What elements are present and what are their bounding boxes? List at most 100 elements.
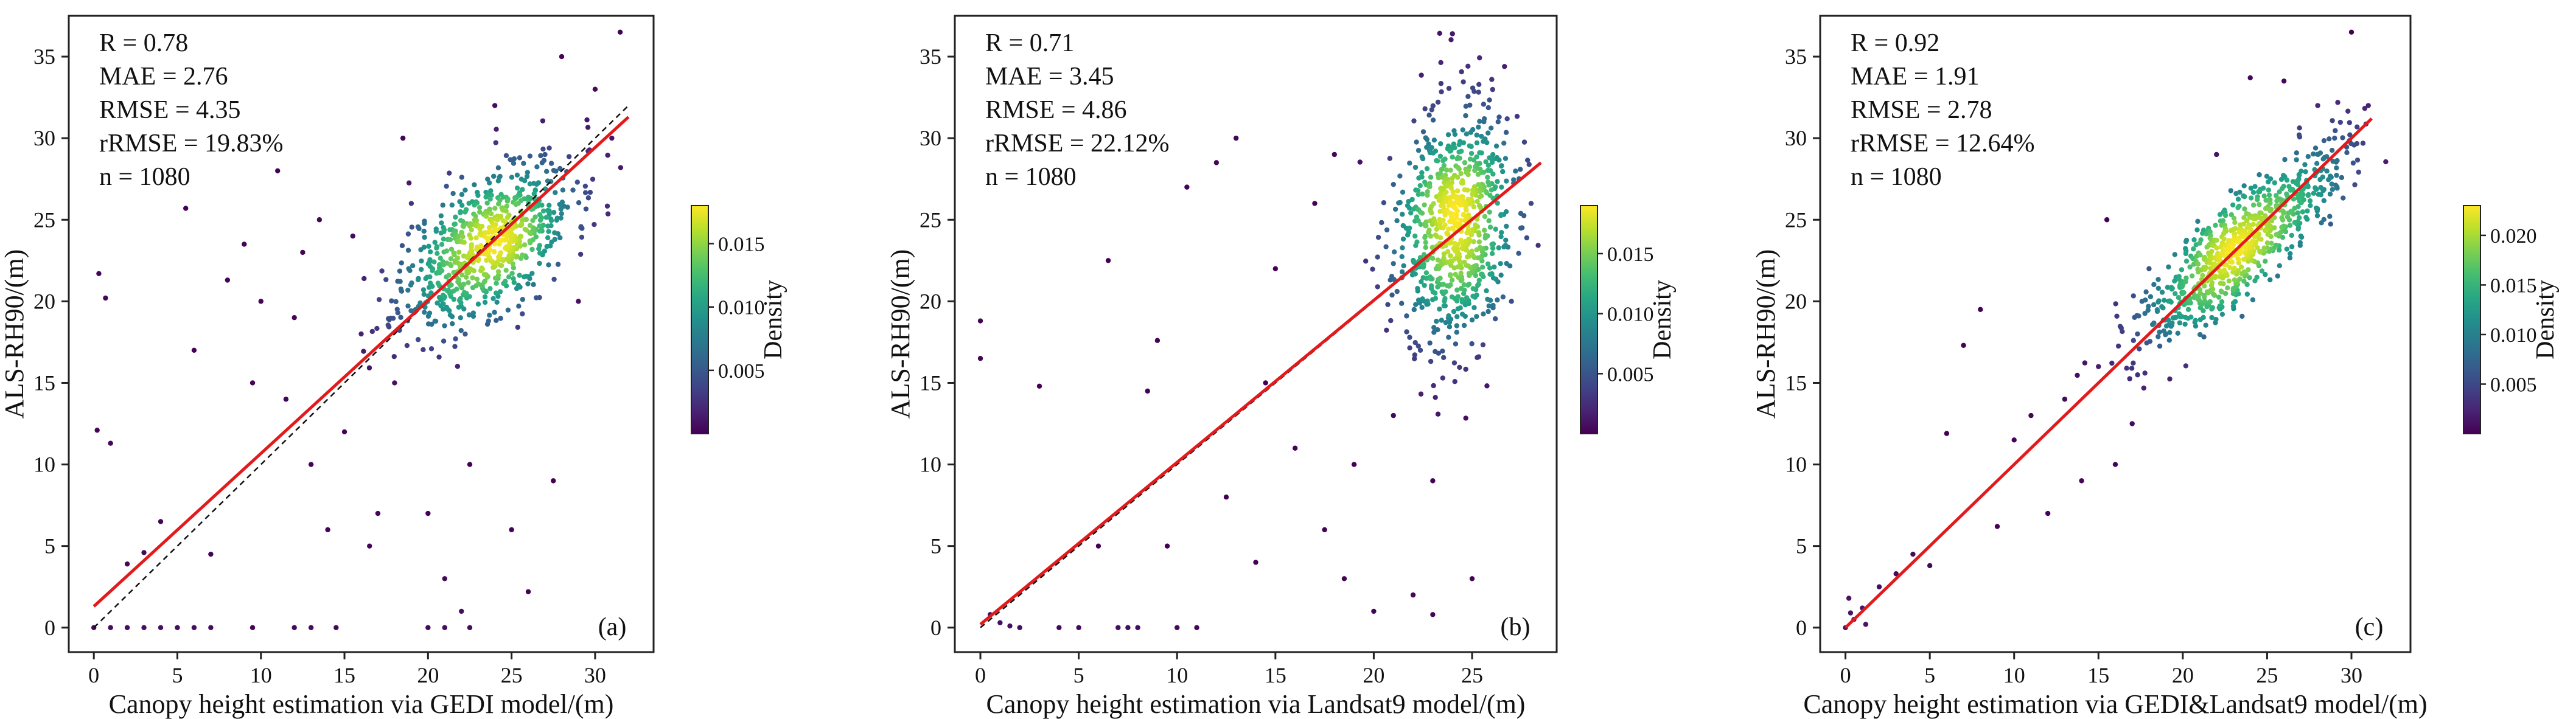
data-point	[449, 202, 455, 208]
data-point	[2175, 330, 2180, 336]
data-point	[2232, 299, 2238, 304]
data-point	[511, 265, 517, 271]
data-point	[1036, 383, 1042, 389]
data-point	[1415, 192, 1422, 197]
data-point	[545, 207, 551, 214]
data-point	[482, 294, 488, 300]
data-point	[2183, 275, 2189, 281]
data-point	[2201, 293, 2207, 298]
data-point	[2203, 322, 2208, 328]
data-point	[472, 182, 477, 187]
data-point	[2250, 202, 2257, 208]
data-point	[1476, 230, 1482, 235]
data-point	[1445, 249, 1451, 254]
data-point	[2220, 218, 2226, 223]
data-point	[543, 168, 550, 174]
data-point	[1468, 150, 1475, 156]
data-point	[489, 229, 495, 235]
data-point	[554, 217, 559, 223]
data-point	[341, 429, 347, 435]
data-point	[1489, 77, 1495, 82]
scatter-panel-c: 0 5 10 15 20 25 30 0 5 10 15 20 25 30 35 Canopy height …	[1751, 15, 2560, 719]
data-point	[515, 282, 522, 288]
data-point	[103, 295, 108, 301]
colorbar-tick-label: 0.005	[718, 360, 765, 383]
data-point	[450, 190, 456, 196]
data-point	[527, 223, 533, 228]
data-point	[1381, 200, 1387, 206]
data-points	[1843, 29, 2389, 630]
data-point	[1450, 175, 1455, 181]
data-point	[1422, 234, 1428, 239]
data-point	[1499, 230, 1504, 235]
data-point	[2230, 202, 2236, 208]
y-tick-label: 0	[44, 616, 55, 640]
data-point	[2235, 205, 2241, 210]
data-point	[473, 218, 480, 223]
data-point	[2263, 206, 2269, 212]
data-point	[1430, 478, 1436, 484]
data-point	[475, 256, 481, 262]
data-point	[2284, 178, 2290, 183]
data-point	[426, 243, 431, 249]
x-tick-label: 0	[1840, 663, 1851, 687]
data-point	[1423, 270, 1429, 276]
data-point	[444, 183, 449, 189]
stat-text: RMSE = 2.78	[1851, 96, 1992, 124]
panel-label: (c)	[2355, 613, 2384, 641]
data-point	[1440, 355, 1447, 360]
data-point	[1441, 186, 1447, 191]
data-point	[517, 273, 522, 278]
data-point	[2201, 314, 2206, 321]
data-point	[2109, 360, 2115, 366]
data-point	[2155, 285, 2162, 291]
data-point	[445, 287, 451, 293]
data-point	[1223, 495, 1229, 500]
data-point	[1391, 261, 1396, 266]
data-point	[493, 140, 498, 145]
data-point	[1375, 254, 1380, 260]
data-point	[584, 117, 590, 123]
data-point	[2160, 305, 2166, 311]
data-point	[1412, 233, 1418, 239]
data-point	[1448, 240, 1454, 246]
data-point	[2135, 372, 2140, 378]
data-point	[507, 240, 512, 245]
x-axis-label: Canopy height estimation via Landsat9 mo…	[986, 689, 1526, 719]
data-point	[1475, 172, 1481, 177]
data-point	[495, 273, 501, 278]
data-point	[470, 275, 475, 280]
data-point	[1464, 254, 1470, 260]
data-point	[409, 280, 414, 286]
data-point	[494, 290, 499, 296]
data-point	[1441, 255, 1447, 261]
data-point	[1105, 258, 1111, 263]
data-point	[1431, 218, 1437, 224]
data-point	[2244, 282, 2250, 288]
data-point	[2096, 364, 2101, 369]
data-point	[498, 250, 503, 255]
data-point	[2146, 304, 2151, 309]
data-point	[1481, 311, 1486, 317]
data-point	[459, 203, 465, 208]
data-point	[191, 625, 197, 630]
data-point	[534, 295, 539, 300]
x-tick-label: 15	[333, 663, 355, 687]
data-point	[1404, 313, 1409, 319]
data-point	[552, 230, 557, 235]
data-point	[1426, 228, 1432, 233]
data-point	[2062, 397, 2068, 402]
data-point	[1463, 103, 1469, 109]
data-point	[2194, 293, 2200, 299]
data-point	[1482, 232, 1489, 238]
data-point	[2329, 181, 2334, 187]
data-point	[530, 218, 536, 223]
data-point	[468, 266, 473, 272]
data-point	[1415, 218, 1421, 224]
data-point	[511, 276, 516, 282]
data-point	[2340, 195, 2346, 201]
data-point	[1489, 125, 1494, 131]
data-point	[2183, 251, 2189, 257]
data-point	[1440, 375, 1446, 381]
data-point	[548, 216, 554, 222]
